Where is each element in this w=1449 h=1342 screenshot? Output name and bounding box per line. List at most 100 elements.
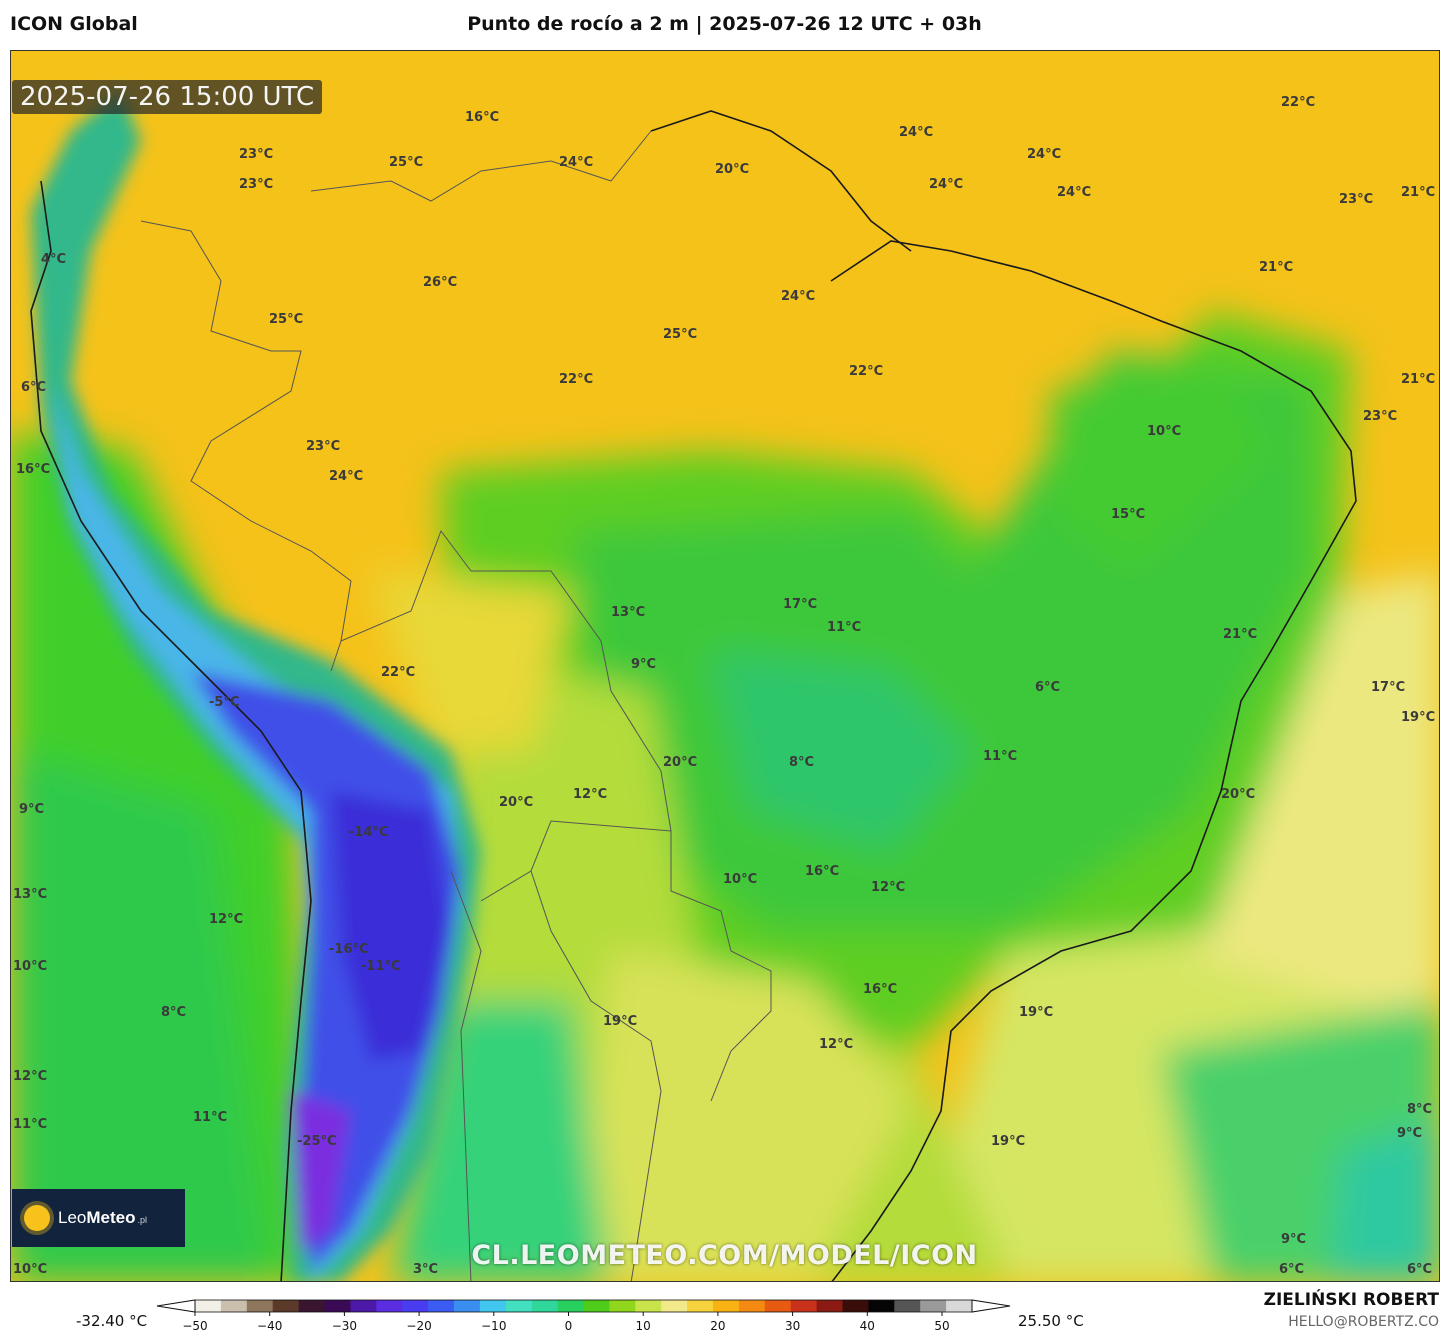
contour-label: 13°C [13,887,47,902]
contour-label: 21°C [1223,627,1257,642]
contour-label: 20°C [663,755,697,770]
map-panel[interactable]: 16°C 23°C 23°C 25°C 24°C 20°C 24°C 24°C 24°C 24°C… [10,50,1440,1282]
colorbar-swatch [764,1300,792,1312]
contour-label: 21°C [1401,185,1435,200]
colorbar-swatch [557,1300,585,1312]
contour-label: 8°C [1407,1102,1432,1117]
contour-label: 6°C [1407,1262,1432,1277]
colorbar-swatch [479,1300,507,1312]
contour-label: 24°C [559,155,593,170]
colorbar-swatch [324,1300,351,1312]
contour-label: 22°C [559,372,593,387]
contour-label: 16°C [805,864,839,879]
contour-label: 8°C [161,1005,186,1020]
contour-label: 12°C [819,1037,853,1052]
contour-label: 19°C [1019,1005,1053,1020]
contour-label: 24°C [781,289,815,304]
leometeo-logo[interactable]: LeoMeteo .pl [12,1189,185,1247]
contour-label: 22°C [849,364,883,379]
contour-label: -11°C [361,959,401,974]
contour-label: 23°C [306,439,340,454]
contour-label: 10°C [1147,424,1181,439]
dewpoint-map[interactable]: 16°C 23°C 23°C 25°C 24°C 20°C 24°C 24°C 24°C 24°C… [11,51,1440,1282]
contour-label: 17°C [1371,680,1405,695]
colorbar-swatch [713,1300,740,1312]
contour-label: 13°C [611,605,645,620]
colorbar-swatch [894,1300,921,1312]
contour-label: 24°C [1057,185,1091,200]
andes-cold-band [31,91,481,1281]
contour-label: 23°C [1339,192,1373,207]
contour-label: 9°C [1397,1126,1422,1141]
contour-label: 4°C [41,252,66,267]
colorbar-tick-label: −20 [406,1319,431,1333]
colorbar-swatch [246,1300,274,1312]
coastlines [30,110,1357,1281]
colorbar-swatch [376,1300,403,1312]
contour-label: 19°C [603,1014,637,1029]
contour-label: 19°C [1401,710,1435,725]
logo-text-bold: Meteo [86,1208,136,1227]
author-name: ZIELIŃSKI ROBERT [1263,1290,1439,1310]
contour-label: 24°C [899,125,933,140]
contour-label: 20°C [499,795,533,810]
colorbar-tick-label: 50 [934,1319,949,1333]
contour-label: 16°C [863,982,897,997]
contour-label: 12°C [13,1069,47,1084]
colorbar-swatch [402,1300,429,1312]
contour-label: -25°C [297,1134,337,1149]
contour-label: 9°C [19,802,44,817]
contour-label: 16°C [16,462,50,477]
contour-label: 17°C [783,597,817,612]
contour-label: 9°C [631,657,656,672]
colorbar-swatch [454,1300,481,1312]
logo-text: LeoMeteo .pl [58,1208,147,1228]
contour-label: 11°C [983,749,1017,764]
contour-label: 26°C [423,275,457,290]
colorbar-tick-label: 40 [860,1319,875,1333]
header-bar: ICON Global Punto de rocío a 2 m | 2025-… [0,0,1449,50]
contour-label: 25°C [389,155,423,170]
contour-label: 11°C [193,1110,227,1125]
contour-label: -14°C [349,825,389,840]
colorbar-swatch [220,1300,248,1312]
contour-label: -16°C [329,942,369,957]
contour-label: 21°C [1401,372,1435,387]
colorbar-tick-label: 10 [636,1319,651,1333]
contour-label: 25°C [663,327,697,342]
colorbar-tick-label: −30 [332,1319,357,1333]
contour-label: 24°C [929,177,963,192]
colorbar-tick-label: −50 [182,1319,207,1333]
contour-label: 15°C [1111,507,1145,522]
colorbar-tick-label: 0 [565,1319,573,1333]
colorbar-swatch [583,1300,610,1312]
colorbar-swatch [738,1300,766,1312]
borders [140,130,772,1281]
contour-label: 22°C [1281,95,1315,110]
contour-label: 11°C [13,1117,47,1132]
colorbar-swatch [842,1300,869,1312]
colorbar-swatch [272,1300,300,1312]
colorbar-max-label: 25.50 °C [1018,1312,1084,1330]
contour-label: 23°C [1363,409,1397,424]
colorbar-tick-label: 20 [710,1319,725,1333]
contour-label: 12°C [573,787,607,802]
colorbar-swatch [868,1300,895,1312]
contour-label: 8°C [789,755,814,770]
logo-tld: .pl [137,1215,148,1225]
colorbar-swatch [635,1300,662,1312]
contour-label: 19°C [991,1134,1025,1149]
colorbar-tick-label: −40 [257,1319,282,1333]
model-name: ICON Global [10,13,138,35]
author-email[interactable]: HELLO@ROBERTZ.CO [1288,1314,1439,1330]
colorbar-swatch [428,1300,455,1312]
source-watermark: CL.LEOMETEO.COM/MODEL/ICON [471,1240,978,1271]
contour-label: 6°C [1035,680,1060,695]
colorbar-swatch [661,1300,688,1312]
contour-label: 10°C [13,959,47,974]
contour-label: 21°C [1259,260,1293,275]
contour-label: 6°C [1279,1262,1304,1277]
colorbar: −50 −40 −30 −20 −10 0 10 20 30 40 50 [156,1299,1011,1333]
contour-label: 25°C [269,312,303,327]
contour-label: 24°C [1027,147,1061,162]
